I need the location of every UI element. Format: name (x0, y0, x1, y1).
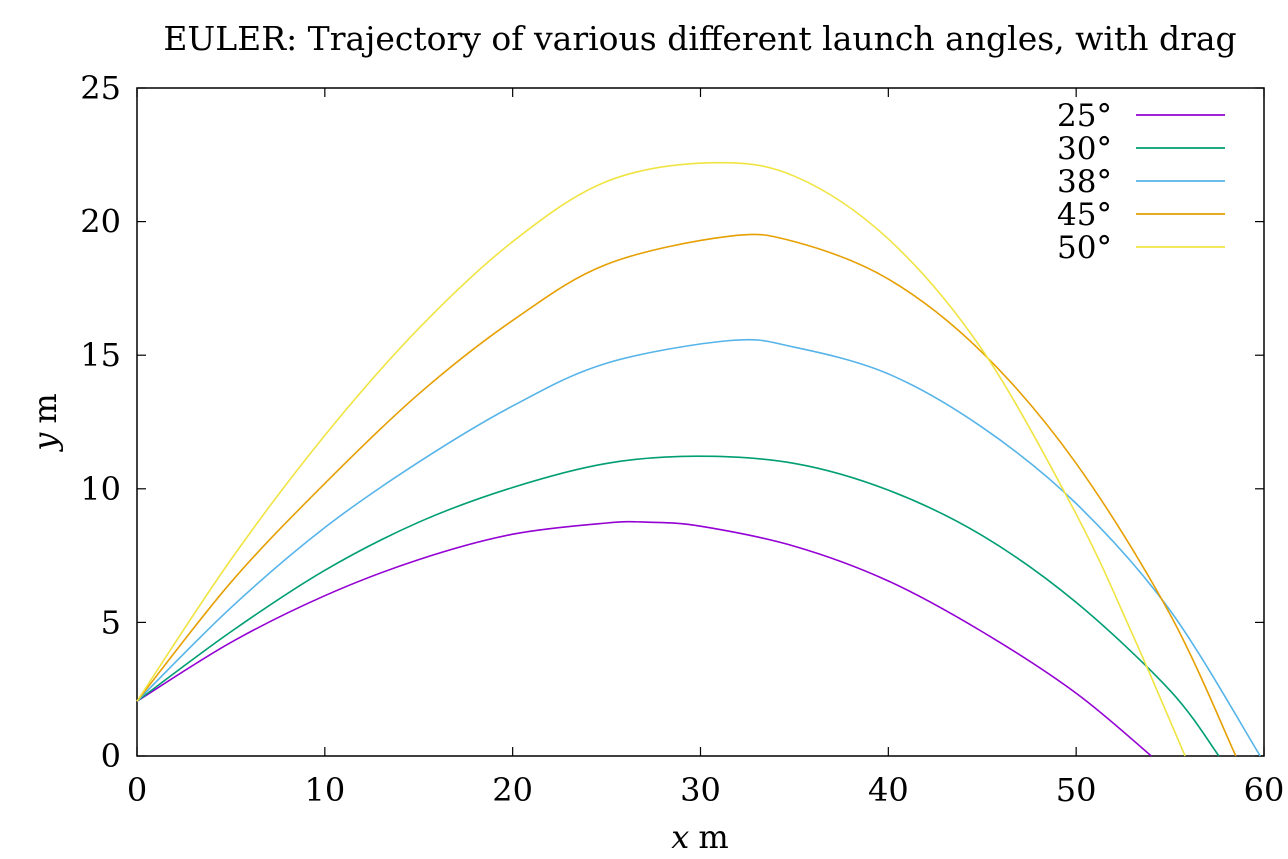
x-axis-label-var: x (671, 818, 689, 856)
x-tick-label: 20 (492, 771, 533, 809)
y-tick-label: 25 (80, 69, 121, 107)
series-38-line (136, 338, 1261, 757)
legend: 25°30°38°45°50° (1057, 98, 1225, 266)
chart-title: EULER: Trajectory of various different l… (163, 19, 1236, 58)
x-tick-label: 40 (868, 771, 909, 809)
legend-label-45: 45° (1057, 197, 1112, 233)
x-axis: 0 10 20 30 40 50 60 (127, 88, 1285, 809)
y-axis-label-var: y (26, 432, 64, 453)
x-tick-label: 60 (1244, 771, 1285, 809)
legend-label-30: 30° (1057, 131, 1112, 167)
y-axis-label: ym (26, 393, 64, 452)
series-25-line (136, 520, 1152, 757)
x-tick-label: 50 (1056, 771, 1097, 809)
y-axis-label-unit: m (26, 393, 64, 423)
x-tick-label: 10 (304, 771, 345, 809)
series-group (136, 161, 1261, 757)
y-tick-label: 5 (101, 603, 121, 641)
y-tick-label: 0 (101, 737, 121, 775)
y-tick-label: 15 (80, 336, 121, 374)
legend-label-50: 50° (1057, 230, 1112, 266)
y-axis: 0 5 10 15 20 25 (80, 69, 1264, 775)
series-30-line (136, 455, 1220, 757)
x-tick-label: 30 (680, 771, 721, 809)
x-axis-label-unit: m (698, 818, 728, 856)
series-50-line (136, 161, 1186, 757)
y-tick-label: 20 (80, 203, 121, 241)
x-tick-label: 0 (127, 771, 147, 809)
legend-label-38: 38° (1057, 164, 1112, 200)
y-tick-label: 10 (80, 470, 121, 508)
series-45-line (136, 233, 1237, 757)
legend-label-25: 25° (1057, 98, 1112, 134)
